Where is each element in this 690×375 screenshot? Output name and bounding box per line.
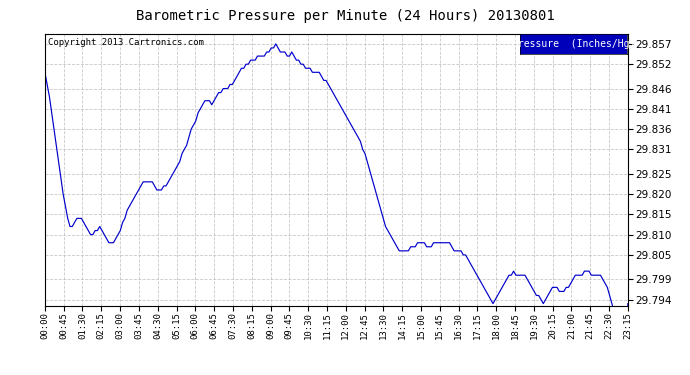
Text: Copyright 2013 Cartronics.com: Copyright 2013 Cartronics.com [48,38,204,46]
Text: Barometric Pressure per Minute (24 Hours) 20130801: Barometric Pressure per Minute (24 Hours… [136,9,554,23]
Text: Pressure  (Inches/Hg): Pressure (Inches/Hg) [512,39,635,49]
